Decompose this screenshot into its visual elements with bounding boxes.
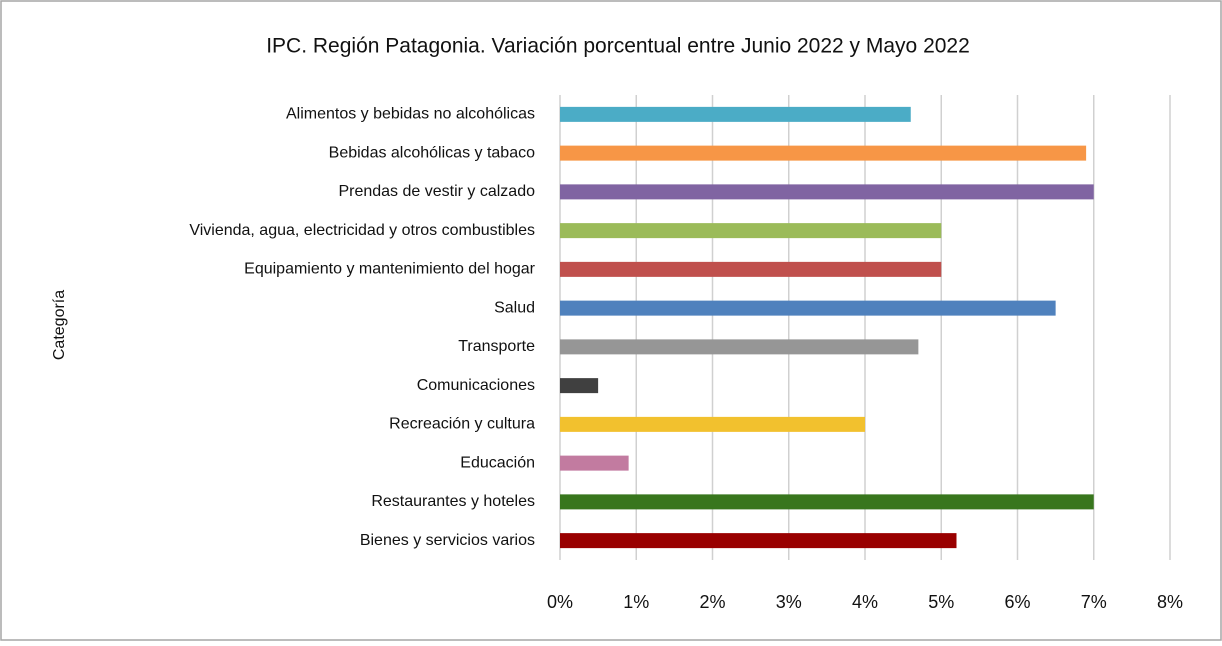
y-tick-label: Transporte: [458, 338, 535, 355]
y-tick-label: Equipamiento y mantenimiento del hogar: [244, 261, 536, 278]
bar: [560, 184, 1094, 200]
bar: [560, 533, 957, 549]
chart-title: IPC. Región Patagonia. Variación porcent…: [266, 35, 970, 58]
bar: [560, 145, 1087, 161]
x-tick-label: 7%: [1081, 592, 1107, 612]
y-tick-label: Salud: [494, 299, 535, 316]
y-tick-label: Recreación y cultura: [389, 416, 535, 433]
y-tick-label: Bebidas alcohólicas y tabaco: [329, 144, 535, 161]
bar: [560, 261, 942, 277]
bar: [560, 494, 1094, 510]
x-tick-label: 1%: [623, 592, 649, 612]
x-tick-label: 5%: [928, 592, 954, 612]
bar: [560, 223, 942, 239]
x-tick-label: 8%: [1157, 592, 1183, 612]
bar: [560, 455, 629, 471]
y-tick-label: Educación: [460, 454, 535, 471]
y-tick-label: Bienes y servicios varios: [360, 532, 535, 549]
x-tick-label: 2%: [699, 592, 725, 612]
x-tick-label: 0%: [547, 592, 573, 612]
y-axis-label: Categoría: [51, 290, 68, 360]
x-tick-label: 4%: [852, 592, 878, 612]
bar: [560, 378, 599, 394]
y-tick-label: Prendas de vestir y calzado: [338, 183, 535, 200]
x-tick-label: 6%: [1004, 592, 1030, 612]
bar: [560, 416, 865, 432]
bar: [560, 106, 911, 122]
bar: [560, 300, 1056, 316]
y-tick-label: Comunicaciones: [417, 377, 535, 394]
y-tick-label: Alimentos y bebidas no alcohólicas: [286, 106, 535, 123]
y-tick-label: Vivienda, agua, electricidad y otros com…: [189, 222, 535, 239]
y-tick-label: Restaurantes y hoteles: [371, 493, 535, 510]
x-tick-label: 3%: [776, 592, 802, 612]
bar: [560, 339, 919, 355]
